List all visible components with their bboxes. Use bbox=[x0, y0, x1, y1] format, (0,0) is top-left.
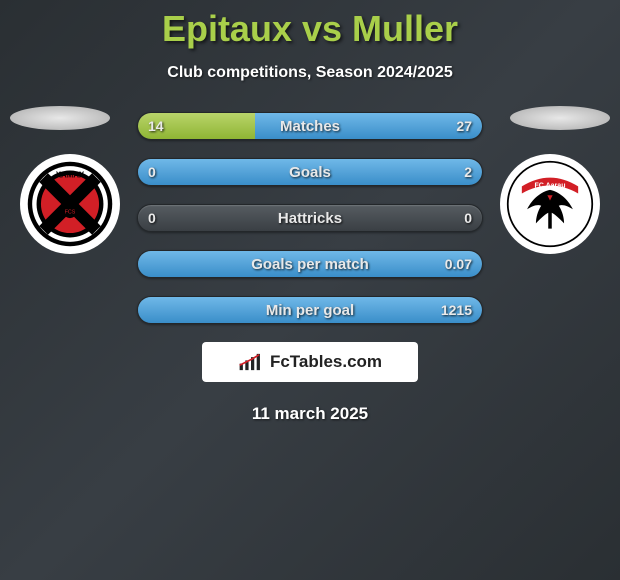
pedestal-left bbox=[10, 106, 110, 130]
stat-label: Hattricks bbox=[278, 210, 342, 227]
stat-label: Goals per match bbox=[251, 256, 369, 273]
stat-label: Goals bbox=[289, 164, 331, 181]
stat-row: 0 0 Hattricks bbox=[137, 204, 483, 232]
stat-label: Matches bbox=[280, 118, 340, 135]
stat-label: Min per goal bbox=[266, 302, 354, 319]
team-logo-left: XAMAX FCS bbox=[20, 154, 120, 254]
stat-value-right: 2 bbox=[464, 164, 472, 180]
stat-rows: 14 27 Matches 0 2 Goals 0 0 Hattricks 0.07 Goals p… bbox=[137, 112, 483, 324]
stat-value-right: 1215 bbox=[441, 302, 472, 318]
xamax-icon: XAMAX FCS bbox=[26, 160, 114, 248]
brand-text: FcTables.com bbox=[270, 352, 382, 372]
chart-icon bbox=[238, 352, 264, 372]
title-left: Epitaux bbox=[162, 8, 292, 49]
stat-value-right: 0 bbox=[464, 210, 472, 226]
title-vs: vs bbox=[302, 8, 342, 49]
subtitle: Club competitions, Season 2024/2025 bbox=[0, 64, 620, 82]
svg-text:XAMAX: XAMAX bbox=[56, 171, 85, 180]
stat-row: 1215 Min per goal bbox=[137, 296, 483, 324]
stat-value-right: 27 bbox=[456, 118, 472, 134]
brand-badge[interactable]: FcTables.com bbox=[202, 342, 418, 382]
stat-row: 14 27 Matches bbox=[137, 112, 483, 140]
pedestal-right bbox=[510, 106, 610, 130]
date-label: 11 march 2025 bbox=[0, 404, 620, 424]
stat-value-left: 0 bbox=[148, 164, 156, 180]
svg-text:FC Aarau: FC Aarau bbox=[535, 182, 566, 189]
stat-row: 0.07 Goals per match bbox=[137, 250, 483, 278]
svg-text:FCS: FCS bbox=[65, 210, 76, 216]
team-logo-right: FC Aarau bbox=[500, 154, 600, 254]
stat-value-left: 0 bbox=[148, 210, 156, 226]
title-right: Muller bbox=[352, 8, 458, 49]
aarau-icon: FC Aarau bbox=[506, 160, 594, 248]
stat-value-right: 0.07 bbox=[445, 256, 472, 272]
stat-row: 0 2 Goals bbox=[137, 158, 483, 186]
stat-value-left: 14 bbox=[148, 118, 164, 134]
page-title: Epitaux vs Muller bbox=[0, 0, 620, 50]
comparison-content: XAMAX FCS FC Aarau 14 27 Matches 0 2 Goals 0 0 H… bbox=[0, 112, 620, 424]
